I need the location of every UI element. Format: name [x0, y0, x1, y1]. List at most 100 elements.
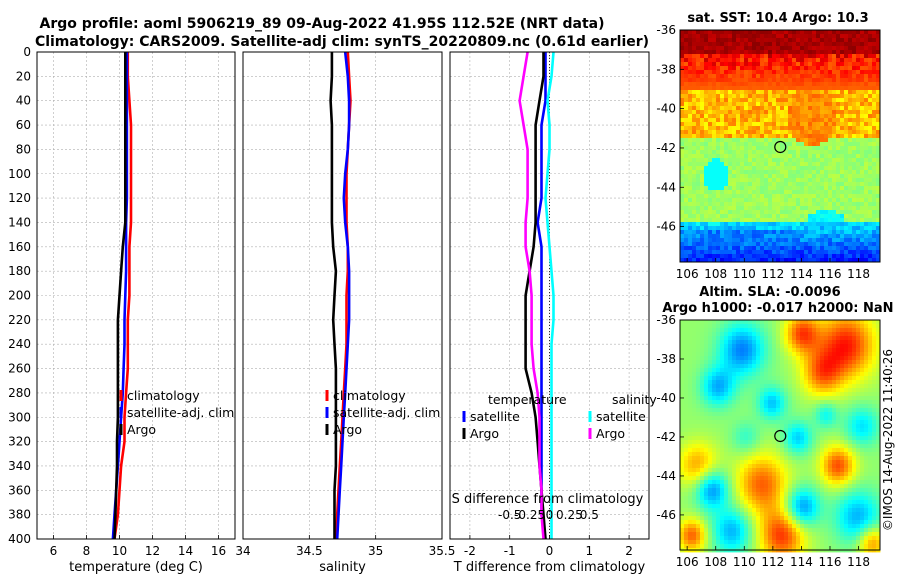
series-line-satellite-adj-clim	[111, 52, 129, 540]
map-x-tick-label: 112	[761, 267, 784, 281]
y-tick-label: 20	[16, 69, 31, 83]
map-x-tick-label: 108	[704, 555, 727, 569]
x-tick-label: 16	[211, 544, 226, 558]
plot-frame	[36, 51, 236, 540]
y-tick-label: 240	[8, 337, 31, 351]
map-x-tick-label: 110	[733, 267, 756, 281]
argo-float-marker	[774, 140, 787, 154]
top-axis-label: S difference from climatology	[452, 492, 644, 507]
figure-title-line2: Climatology: CARS2009. Satellite-adj cli…	[35, 34, 649, 50]
legend-heading: temperature	[488, 392, 567, 407]
top-tick-label: 0.25	[556, 508, 583, 522]
x-tick-label: -1	[504, 544, 516, 558]
series-line-salinity-argo	[518, 51, 545, 540]
series-line-salinity-satellite	[544, 51, 555, 539]
map-y-tick-label: -42	[656, 141, 676, 155]
map-x-tick-label: 106	[676, 267, 699, 281]
imos-signature: ©IMOS 14-Aug-2022 11:40:26	[881, 349, 895, 531]
x-tick-label: 14	[178, 544, 193, 558]
legend-label: Argo	[333, 422, 362, 437]
top-tick-label: -0.5	[498, 508, 521, 522]
legend-label: satellite	[596, 409, 646, 424]
series-line-satellite-adj-clim	[335, 51, 351, 540]
y-tick-label: 0	[23, 45, 31, 59]
x-tick-label: 6	[50, 544, 58, 558]
map-x-tick-label: 114	[790, 267, 813, 281]
map-y-tick-label: -44	[656, 180, 676, 194]
y-tick-label: 280	[8, 386, 31, 400]
map-raster	[680, 30, 881, 263]
x-tick-label: 34.5	[296, 544, 323, 558]
map-raster	[680, 320, 881, 553]
y-tick-label: 360	[8, 483, 31, 497]
y-tick-label: 40	[16, 94, 31, 108]
y-tick-label: 220	[8, 313, 31, 327]
legend-label: Argo	[596, 426, 625, 441]
y-tick-label: 340	[8, 459, 31, 473]
plot-frame	[449, 51, 650, 540]
sla-map-title-line2: Argo h1000: -0.017 h2000: NaN	[662, 301, 893, 316]
x-tick-label: 1	[585, 544, 593, 558]
top-tick-label: -0.25	[514, 508, 545, 522]
map-frame	[679, 319, 881, 551]
y-tick-label: 140	[8, 215, 31, 229]
top-tick-label: 0.5	[580, 508, 599, 522]
argo-float-marker	[774, 429, 787, 443]
legend-label: Argo	[127, 422, 156, 437]
y-tick-label: 200	[8, 289, 31, 303]
plots-layer: 0204060801001201401601802002202402602803…	[8, 11, 893, 575]
map-frame	[679, 29, 881, 263]
y-tick-label: 160	[8, 240, 31, 254]
map-y-tick-label: -40	[656, 102, 676, 116]
panel-salinity: 34 34.5 35 35.5 salinity climatology satellite…	[235, 51, 456, 575]
map-x-tick-label: 106	[676, 555, 699, 569]
y-tick-label: 100	[8, 167, 31, 181]
map-y-tick-label: -36	[656, 313, 676, 327]
map-y-tick-label: -42	[656, 430, 676, 444]
figure-title-line1: Argo profile: aoml 5906219_89 09-Aug-202…	[40, 16, 605, 32]
map-y-tick-label: -38	[656, 352, 676, 366]
y-tick-label: 180	[8, 264, 31, 278]
sst-map-title: sat. SST: 10.4 Argo: 10.3	[687, 11, 868, 26]
y-tick-label: 400	[8, 532, 31, 546]
x-axis-label: temperature (deg C)	[69, 560, 203, 575]
x-tick-label: 2	[625, 544, 633, 558]
map-x-tick-label: 114	[790, 555, 813, 569]
x-tick-label: 34	[235, 544, 250, 558]
x-tick-label: 35.5	[429, 544, 456, 558]
legend-label: satellite	[470, 409, 520, 424]
map-y-tick-label: -40	[656, 391, 676, 405]
sla-map-title-line1: Altim. SLA: -0.0096	[699, 285, 840, 300]
x-tick-label: 0	[546, 544, 554, 558]
map-x-tick-label: 110	[733, 555, 756, 569]
legend-heading: salinity	[612, 392, 657, 407]
map-x-tick-label: 118	[847, 267, 870, 281]
x-axis-label: salinity	[319, 560, 366, 575]
x-tick-label: 8	[83, 544, 91, 558]
y-tick-label: 300	[8, 410, 31, 424]
y-tick-label: 80	[16, 142, 31, 156]
map-x-tick-label: 116	[819, 555, 842, 569]
plot-frame	[242, 51, 443, 540]
legend-label: climatology	[333, 388, 406, 403]
x-tick-label: 35	[368, 544, 383, 558]
series-line-climatology	[113, 52, 133, 540]
map-y-tick-label: -36	[656, 23, 676, 37]
top-tick-label: 0	[546, 508, 554, 522]
legend-label: satellite-adj. clim	[333, 405, 440, 420]
y-tick-label: 60	[16, 118, 31, 132]
y-tick-label: 260	[8, 362, 31, 376]
legend-label: satellite-adj. clim	[127, 405, 234, 420]
series-line-argo	[329, 52, 338, 539]
panel-temperature: 0 20 40 60 80 100 120 140 160 180 200 220 240 260 280 3…	[8, 45, 236, 575]
x-tick-label: -2	[464, 544, 476, 558]
panel-difference: -2 -1 0 1 2 T difference from climatology -0.5…	[449, 51, 657, 575]
map-y-tick-label: -46	[656, 508, 676, 522]
map-sla_map: -36 -38 -40 -42 -44 -46 106 108 110 112 114 116 118 A…	[656, 285, 893, 569]
map-x-tick-label: 118	[847, 555, 870, 569]
legend-label: climatology	[127, 388, 200, 403]
map-x-tick-label: 112	[761, 555, 784, 569]
map-x-tick-label: 116	[819, 267, 842, 281]
map-y-tick-label: -44	[656, 469, 676, 483]
